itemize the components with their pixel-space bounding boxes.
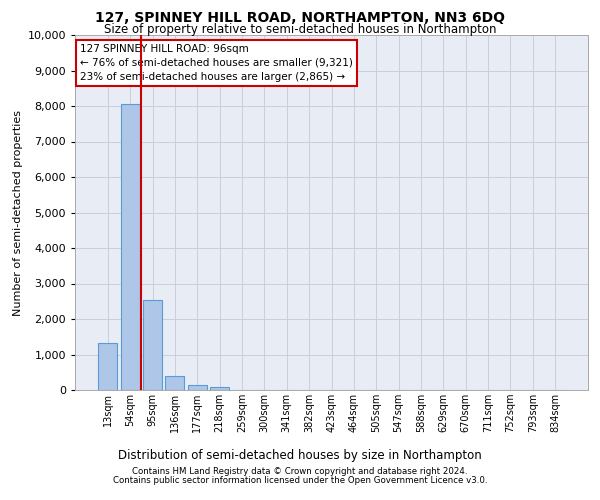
Bar — [210, 387, 229, 390]
Bar — [121, 104, 140, 390]
Text: Size of property relative to semi-detached houses in Northampton: Size of property relative to semi-detach… — [104, 22, 496, 36]
Text: Distribution of semi-detached houses by size in Northampton: Distribution of semi-detached houses by … — [118, 450, 482, 462]
Y-axis label: Number of semi-detached properties: Number of semi-detached properties — [13, 110, 23, 316]
Bar — [143, 300, 162, 390]
Bar — [188, 384, 207, 390]
Text: Contains HM Land Registry data © Crown copyright and database right 2024.: Contains HM Land Registry data © Crown c… — [132, 467, 468, 476]
Text: Contains public sector information licensed under the Open Government Licence v3: Contains public sector information licen… — [113, 476, 487, 485]
Bar — [98, 343, 118, 390]
Text: 127, SPINNEY HILL ROAD, NORTHAMPTON, NN3 6DQ: 127, SPINNEY HILL ROAD, NORTHAMPTON, NN3… — [95, 12, 505, 26]
Bar — [166, 376, 184, 390]
Text: 127 SPINNEY HILL ROAD: 96sqm
← 76% of semi-detached houses are smaller (9,321)
2: 127 SPINNEY HILL ROAD: 96sqm ← 76% of se… — [80, 44, 353, 82]
